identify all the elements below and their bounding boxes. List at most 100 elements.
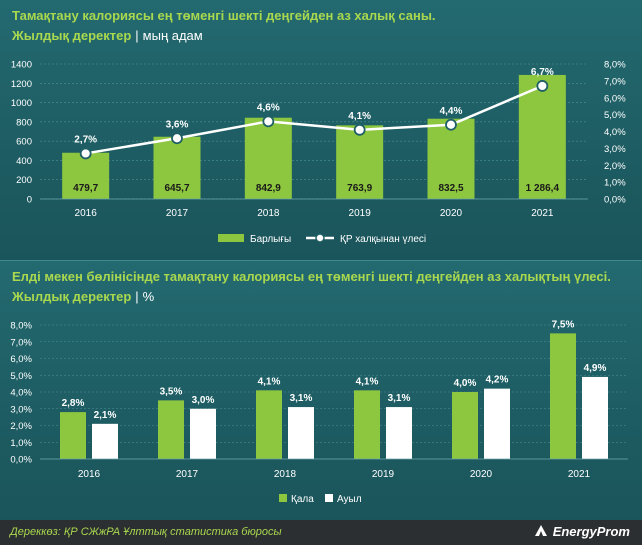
chart1-subtitle-text: Жылдық деректер bbox=[12, 28, 132, 43]
bar bbox=[62, 152, 110, 199]
x-tick-label: 2021 bbox=[568, 469, 591, 480]
bar-city bbox=[452, 392, 478, 459]
bar bbox=[153, 136, 201, 199]
bar-city-value-label: 4,0% bbox=[454, 378, 477, 389]
bar-rural bbox=[190, 408, 216, 459]
x-tick-label: 2018 bbox=[257, 208, 280, 219]
y-tick-label: 3,0% bbox=[10, 404, 32, 415]
chart2-subtitle-text: Жылдық деректер bbox=[12, 289, 132, 304]
logo: EnergyProm bbox=[533, 523, 630, 539]
share-value-label: 4,4% bbox=[440, 106, 463, 117]
bar-city bbox=[256, 390, 282, 459]
bar-value-label: 763,9 bbox=[347, 183, 372, 194]
legend-swatch-city bbox=[279, 494, 287, 502]
bar-city-value-label: 2,8% bbox=[62, 398, 85, 409]
bar-city-value-label: 4,1% bbox=[356, 376, 379, 387]
x-tick-label: 2019 bbox=[349, 208, 372, 219]
y2-tick-label: 1,0% bbox=[604, 178, 626, 189]
bar-value-label: 842,9 bbox=[256, 183, 281, 194]
share-value-label: 4,6% bbox=[257, 102, 280, 113]
legend-swatch-rural bbox=[325, 494, 333, 502]
share-value-label: 4,1% bbox=[348, 111, 371, 122]
bar-value-label: 479,7 bbox=[73, 183, 98, 194]
bar-rural-value-label: 3,1% bbox=[290, 393, 313, 404]
chart1-panel: Тамақтану калориясы ең төменгі шекті дең… bbox=[0, 0, 642, 260]
bar-rural bbox=[92, 423, 118, 459]
y2-tick-label: 5,0% bbox=[604, 110, 626, 121]
bar-city bbox=[354, 390, 380, 459]
share-point bbox=[536, 80, 549, 92]
y-tick-label: 1,0% bbox=[10, 438, 32, 449]
y-tick-label: 600 bbox=[16, 137, 32, 148]
logo-text: EnergyProm bbox=[552, 523, 630, 539]
bar bbox=[518, 74, 566, 199]
legend-label-line: ҚР халқынан үлесі bbox=[340, 234, 426, 245]
share-value-label: 3,6% bbox=[166, 119, 189, 130]
bar bbox=[336, 125, 384, 199]
share-value-label: 6,7% bbox=[531, 67, 554, 78]
share-value-label: 2,7% bbox=[74, 134, 97, 145]
chart1-subtitle: Жылдық деректер | мың адам bbox=[12, 28, 203, 43]
bar-rural bbox=[484, 388, 510, 459]
legend-label-bars: Барлығы bbox=[250, 234, 291, 245]
bar-city bbox=[60, 412, 86, 459]
x-tick-label: 2017 bbox=[166, 208, 189, 219]
bar-rural bbox=[582, 376, 608, 459]
chart1-unit: мың адам bbox=[142, 28, 203, 43]
y-tick-label: 2,0% bbox=[10, 421, 32, 432]
chart2-svg: 0,0% 1,0% 2,0% 3,0% 4,0% 5,0% 6,0% 7,0% 8,0% 2,8%… bbox=[10, 319, 628, 505]
bar-rural bbox=[288, 407, 314, 459]
energyprom-logo-icon bbox=[534, 525, 547, 536]
share-point bbox=[262, 115, 275, 128]
share-point bbox=[171, 132, 183, 145]
y-tick-label: 200 bbox=[16, 175, 32, 186]
y-tick-label: 0,0% bbox=[10, 455, 32, 466]
legend-label-city: Қала bbox=[291, 494, 314, 505]
y2-tick-label: 6,0% bbox=[604, 93, 626, 104]
x-tick-label: 2018 bbox=[274, 469, 297, 480]
y2-tick-label: 8,0% bbox=[604, 60, 626, 71]
chart1-subtitle-separator: | bbox=[135, 28, 139, 43]
legend-label-rural: Ауыл bbox=[337, 494, 362, 505]
y-tick-label: 7,0% bbox=[10, 337, 32, 348]
y-tick-label: 4,0% bbox=[10, 388, 32, 399]
y-tick-label: 5,0% bbox=[10, 371, 32, 382]
x-tick-label: 2020 bbox=[440, 208, 463, 219]
bar-rural bbox=[386, 407, 412, 459]
y-tick-label: 400 bbox=[16, 156, 32, 167]
legend-swatch-bars bbox=[218, 234, 244, 242]
bar bbox=[244, 117, 292, 199]
bar-value-label: 1 286,4 bbox=[526, 183, 560, 194]
legend-swatch-point bbox=[315, 233, 325, 243]
y-tick-label: 1200 bbox=[11, 79, 32, 90]
x-tick-label: 2017 bbox=[176, 469, 199, 480]
y-tick-label: 1000 bbox=[11, 98, 32, 109]
bar-city bbox=[550, 333, 576, 459]
bar-rural-value-label: 4,2% bbox=[486, 375, 509, 386]
bar-value-label: 832,5 bbox=[438, 183, 463, 194]
chart2-panel: Елді мекен бөлінісінде тамақтану калория… bbox=[0, 260, 642, 521]
x-tick-label: 2019 bbox=[372, 469, 395, 480]
y2-tick-label: 3,0% bbox=[604, 144, 626, 155]
chart2-subtitle-separator: | bbox=[135, 289, 139, 304]
x-tick-label: 2016 bbox=[78, 469, 101, 480]
bar-city-value-label: 4,1% bbox=[258, 376, 281, 387]
bar-city-value-label: 7,5% bbox=[552, 319, 575, 330]
y-tick-label: 6,0% bbox=[10, 354, 32, 365]
y-tick-label: 0 bbox=[27, 195, 32, 206]
bar-city bbox=[158, 400, 184, 459]
y2-tick-label: 7,0% bbox=[604, 76, 626, 87]
y-tick-label: 800 bbox=[16, 117, 32, 128]
y2-tick-label: 4,0% bbox=[604, 127, 626, 138]
share-point bbox=[353, 123, 366, 136]
bar-rural-value-label: 3,0% bbox=[192, 395, 215, 406]
chart2-title: Елді мекен бөлінісінде тамақтану калория… bbox=[12, 269, 611, 284]
x-tick-label: 2020 bbox=[470, 469, 493, 480]
y-tick-label: 8,0% bbox=[10, 321, 32, 332]
bar-value-label: 645,7 bbox=[164, 183, 189, 194]
bar-city-value-label: 3,5% bbox=[160, 386, 183, 397]
y2-tick-label: 2,0% bbox=[604, 161, 626, 172]
y2-tick-label: 0,0% bbox=[604, 195, 626, 206]
footer: Дереккөз: ҚР СЖжРА Ұлттық статистика бюр… bbox=[0, 520, 642, 545]
bar-rural-value-label: 4,9% bbox=[584, 363, 607, 374]
